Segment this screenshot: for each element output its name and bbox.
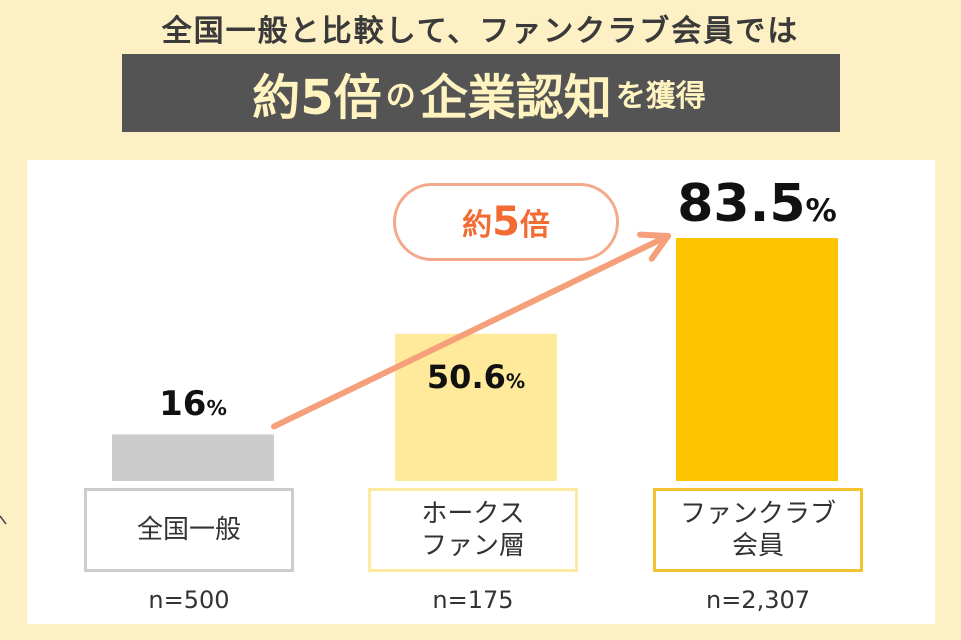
callout-suffix: 倍: [519, 208, 550, 243]
value-number: 50.6: [426, 357, 506, 396]
bar-1: [112, 434, 274, 481]
multiplier-callout: 約 5 倍: [393, 183, 619, 261]
value-label-1: 16%: [72, 384, 314, 424]
value-label-3: 83.5%: [636, 174, 878, 234]
value-label-2: 50.6%: [355, 358, 597, 396]
headline-part-1: 約5倍: [252, 70, 382, 126]
sample-size-label-1: n=500: [148, 586, 230, 614]
headline-part-2: の: [385, 79, 416, 114]
callout-prefix: 約: [462, 208, 493, 243]
bar-3: [676, 238, 838, 481]
value-number: 16: [159, 384, 207, 425]
subtitle: 全国一般と比較して、ファンクラブ会員では: [161, 14, 800, 49]
value-number: 83.5: [677, 174, 806, 234]
growth-arrow-line: [271, 233, 671, 430]
edge-decoration: [0, 515, 7, 525]
sample-size-label-3: n=2,307: [705, 586, 811, 614]
headline-banner: 約5倍 の 企業認知 を獲得: [122, 54, 840, 132]
category-label-3: ファンクラブ 会員: [653, 488, 863, 572]
value-percent-sign: %: [805, 193, 837, 229]
category-label-2: ホークス ファン層: [368, 488, 578, 572]
growth-arrow-head: [637, 231, 671, 262]
callout-number: 5: [492, 199, 520, 245]
headline-part-4: を獲得: [615, 79, 706, 114]
category-label-1: 全国一般: [84, 488, 294, 572]
value-percent-sign: %: [206, 396, 227, 421]
bar-2: [395, 333, 557, 481]
headline-part-3: 企業認知: [419, 70, 612, 126]
value-percent-sign: %: [505, 369, 526, 393]
sample-size-label-2: n=175: [432, 586, 514, 614]
